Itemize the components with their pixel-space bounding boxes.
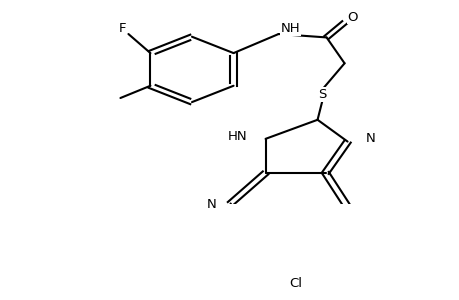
Text: Cl: Cl	[288, 277, 302, 290]
Text: N: N	[365, 132, 375, 145]
Text: N: N	[207, 198, 216, 212]
Text: NH: NH	[280, 22, 300, 35]
Text: O: O	[347, 11, 357, 23]
Text: F: F	[118, 22, 126, 35]
Text: S: S	[318, 88, 326, 101]
Text: HN: HN	[228, 130, 247, 142]
